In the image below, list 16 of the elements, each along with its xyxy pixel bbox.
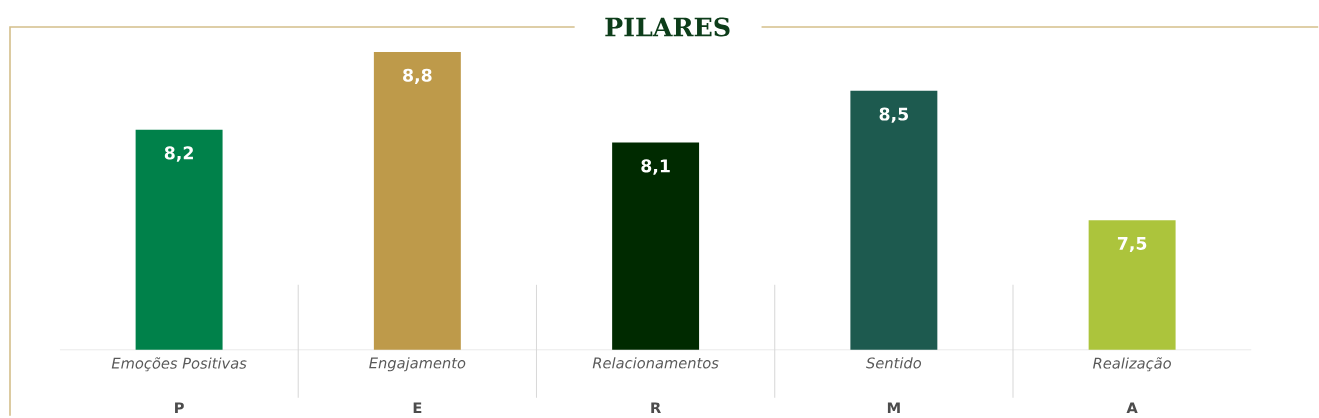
- x-tick-label: Emoções Positivas: [111, 357, 247, 372]
- text: R: [651, 402, 661, 414]
- text: M: [887, 402, 900, 414]
- text: E: [413, 402, 422, 414]
- x-tick-label: Realização: [1093, 357, 1171, 372]
- x-tick-label: Relacionamentos: [592, 357, 719, 369]
- data-label: 8,2: [164, 146, 193, 162]
- text: A: [1126, 402, 1138, 414]
- x-tick-label: Engajamento: [369, 357, 466, 372]
- data-label: 8,1: [641, 159, 670, 175]
- data-label: 8,5: [879, 107, 909, 124]
- x-tick-label: Sentido: [866, 357, 922, 369]
- text: P: [175, 402, 184, 414]
- chart-title: PILARES: [605, 17, 730, 37]
- data-label: 8,8: [403, 68, 432, 85]
- data-label: 7,5: [1117, 237, 1147, 253]
